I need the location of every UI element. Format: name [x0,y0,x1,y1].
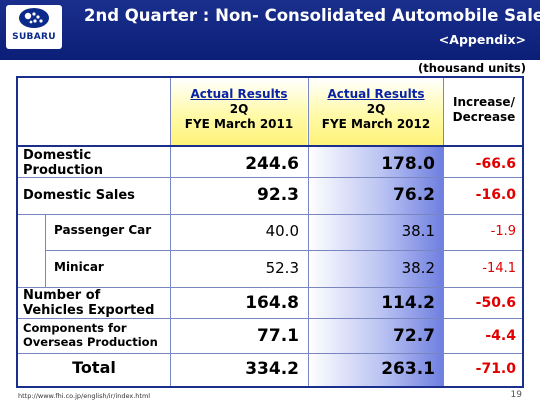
value-2012: 38.1 [401,222,435,240]
row-label-passenger-car: Passenger Car [54,223,152,237]
col-header-2011-line1: Actual Results [190,87,288,101]
row-label-minicar: Minicar [54,260,104,274]
row-label-line1: Domestic [23,148,92,163]
value-2012: 178.0 [381,154,435,174]
col-header-2011-line2: 2Q [229,102,249,116]
row-label-domestic-production: Domestic Production [23,148,103,178]
row-label-line1: Components for [23,321,127,335]
value-2011: 77.1 [257,326,299,346]
value-2012: 263.1 [381,359,435,379]
page-number: 19 [510,390,522,400]
value-diff: -14.1 [482,261,516,276]
value-diff: -66.6 [475,156,516,172]
value-2011: 244.6 [245,154,299,174]
row-label-domestic-sales: Domestic Sales [23,188,135,203]
units-label: (thousand units) [418,61,526,75]
pleiades-stars-icon [19,8,49,28]
row-label-line2: Overseas Production [23,335,158,349]
value-diff: -16.0 [475,187,516,203]
row-label-components-overseas: Components for Overseas Production [23,321,158,349]
value-2012: 72.7 [393,326,435,346]
row-label-line2: Production [23,163,103,178]
col-header-2012-line3: FYE March 2012 [321,117,431,131]
col-header-2012-line1: Actual Results [327,87,425,101]
value-2012: 114.2 [381,293,435,313]
logo-text: SUBARU [12,32,56,42]
value-2011: 334.2 [245,359,299,379]
value-2011: 52.3 [265,259,299,277]
value-2012: 38.2 [401,259,435,277]
col-header-2012: Actual Results 2Q FYE March 2012 [309,87,443,132]
col-header-2011-bg [171,78,307,145]
value-2011: 92.3 [257,185,299,205]
col-header-diff: Increase/ Decrease [444,95,524,125]
row-label-line1: Number of [23,288,101,303]
col-header-diff-line1: Increase/ [453,95,515,109]
col-2012-values-bg [309,146,443,386]
row-label-line2: Vehicles Exported [23,303,155,318]
col-header-2012-line2: 2Q [366,102,386,116]
value-2011: 164.8 [245,293,299,313]
subaru-logo: SUBARU [6,5,62,49]
value-2011: 40.0 [265,222,299,240]
value-diff: -71.0 [475,361,516,377]
col-header-2011: Actual Results 2Q FYE March 2011 [171,87,307,132]
value-diff: -4.4 [485,328,516,344]
slide-subtitle: <Appendix> [438,32,526,47]
value-diff: -1.9 [490,224,516,239]
row-label-vehicles-exported: Number of Vehicles Exported [23,288,154,318]
row-label-total: Total [72,358,116,377]
slide-header: SUBARU 2nd Quarter : Non- Consolidated A… [0,0,540,60]
value-2012: 76.2 [393,185,435,205]
col-header-2011-line3: FYE March 2011 [184,117,294,131]
footer-url[interactable]: http://www.fhi.co.jp/english/ir/index.ht… [18,392,151,400]
sales-table: Actual Results 2Q FYE March 2011 Actual … [16,76,524,388]
value-diff: -50.6 [475,295,516,311]
col-header-diff-line2: Decrease [452,110,516,124]
slide-title: 2nd Quarter : Non- Consolidated Automobi… [84,6,540,25]
col-header-2012-bg [309,78,443,145]
